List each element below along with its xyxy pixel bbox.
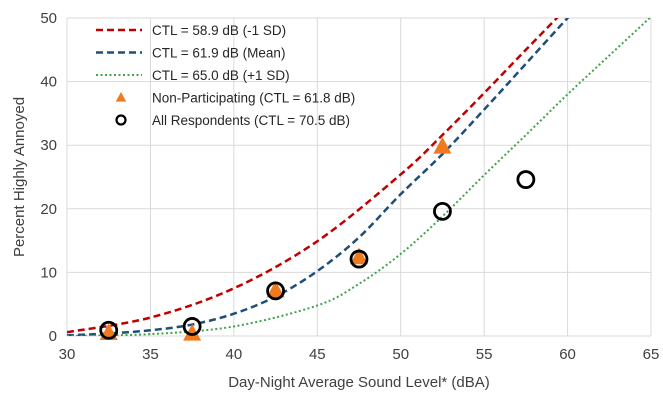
- circle-marker: [266, 281, 285, 301]
- legend: CTL = 58.9 dB (-1 SD) CTL = 61.9 dB (Mean…: [96, 23, 355, 128]
- x-tick-label: 50: [392, 346, 409, 363]
- y-tick-label: 20: [40, 201, 57, 218]
- x-tick-label: 30: [59, 346, 76, 363]
- curve-dotted: [67, 18, 651, 336]
- curve-dashed: [67, 18, 570, 336]
- triangle-marker: [266, 280, 285, 298]
- y-tick-label: 50: [40, 10, 57, 27]
- legend-entry-label: CTL = 65.0 dB (+1 SD): [152, 68, 290, 83]
- x-tick-label: 45: [309, 346, 326, 363]
- legend-entry-label: Non-Participating (CTL = 61.8 dB): [152, 91, 355, 106]
- circle-marker: [99, 320, 119, 340]
- x-tick-label: 60: [559, 346, 576, 363]
- x-axis-title: Day-Night Average Sound Level* (dBA): [228, 374, 490, 391]
- legend-entry-label: CTL = 61.9 dB (Mean): [152, 46, 285, 61]
- data-markers: [99, 136, 536, 341]
- curve-dashed: [67, 18, 559, 334]
- y-axis-title: Percent Highly Annoyed: [11, 97, 28, 257]
- legend-entry-label: CTL = 58.9 dB (-1 SD): [152, 23, 286, 38]
- triangle-marker: [433, 136, 452, 154]
- fitted-curves: [67, 18, 651, 336]
- circle-marker: [182, 317, 202, 336]
- circle-marker: [349, 249, 369, 269]
- y-tick-label: 10: [40, 264, 57, 281]
- circle-marker: [516, 170, 536, 189]
- y-tick-label: 30: [40, 137, 57, 154]
- y-tick-label: 0: [49, 328, 57, 345]
- triangle-marker: [349, 247, 369, 265]
- tick-labels: 30 35 40 45 50 55 60 65 0 10 20 30 40 50: [40, 10, 659, 363]
- x-tick-label: 40: [226, 346, 243, 363]
- x-tick-label: 65: [643, 346, 660, 363]
- legend-entry-label: All Respondents (CTL = 70.5 dB): [152, 113, 350, 128]
- legend-circle-swatch: [115, 114, 127, 126]
- x-tick-label: 35: [142, 346, 159, 363]
- legend-triangle-swatch: [115, 92, 127, 102]
- y-tick-label: 40: [40, 74, 57, 91]
- circle-marker: [433, 201, 452, 221]
- x-tick-label: 55: [476, 346, 493, 363]
- triangle-marker: [183, 323, 202, 341]
